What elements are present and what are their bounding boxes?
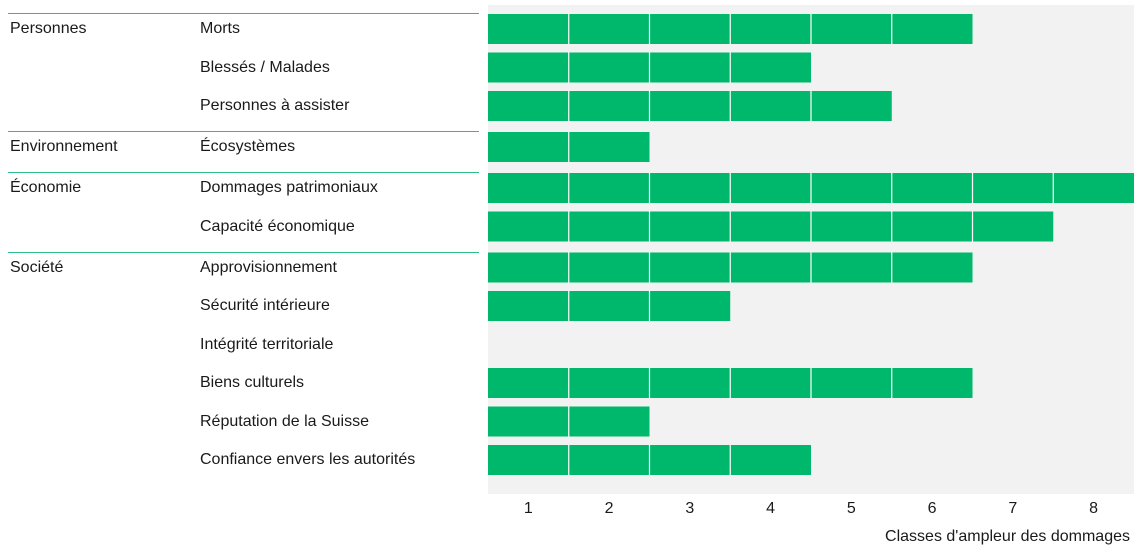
x-tick-label: 5	[846, 500, 856, 517]
x-tick-label: 6	[927, 500, 937, 517]
row-label: Dommages patrimoniaux	[200, 179, 378, 196]
x-tick-label: 7	[1008, 500, 1018, 517]
row-label: Écosystèmes	[200, 138, 296, 155]
row-label: Personnes à assister	[200, 97, 350, 114]
row-label: Capacité économique	[200, 217, 355, 235]
group-label: Personnes	[10, 20, 87, 37]
row-label: Biens culturels	[200, 374, 305, 391]
row-label: Morts	[200, 20, 240, 37]
row-label: Intégrité territoriale	[200, 335, 334, 353]
x-tick-label: 2	[604, 500, 614, 517]
bar	[488, 91, 892, 121]
x-axis-label: Classes d'ampleur des dommages	[885, 528, 1130, 545]
row-label: Blessés / Malades	[200, 58, 330, 76]
x-tick-label: 1	[523, 500, 533, 517]
group-separator	[8, 131, 479, 132]
x-tick-label: 4	[766, 500, 776, 517]
bar	[488, 291, 731, 321]
bar	[488, 211, 1054, 242]
x-tick-label: 3	[685, 500, 695, 517]
group-separator	[8, 251, 479, 253]
group-label: Économie	[10, 179, 82, 196]
group-separator	[8, 13, 479, 14]
row-label: Sécurité intérieure	[200, 297, 330, 314]
group-label: Société	[10, 258, 64, 276]
group-separator	[8, 172, 479, 173]
row-label: Confiance envers les autorités	[200, 451, 416, 468]
group-label: Environnement	[10, 138, 118, 155]
x-tick-label: 8	[1089, 500, 1099, 517]
row-label: Approvisionnement	[200, 258, 337, 276]
row-label: Réputation de la Suisse	[200, 412, 369, 430]
